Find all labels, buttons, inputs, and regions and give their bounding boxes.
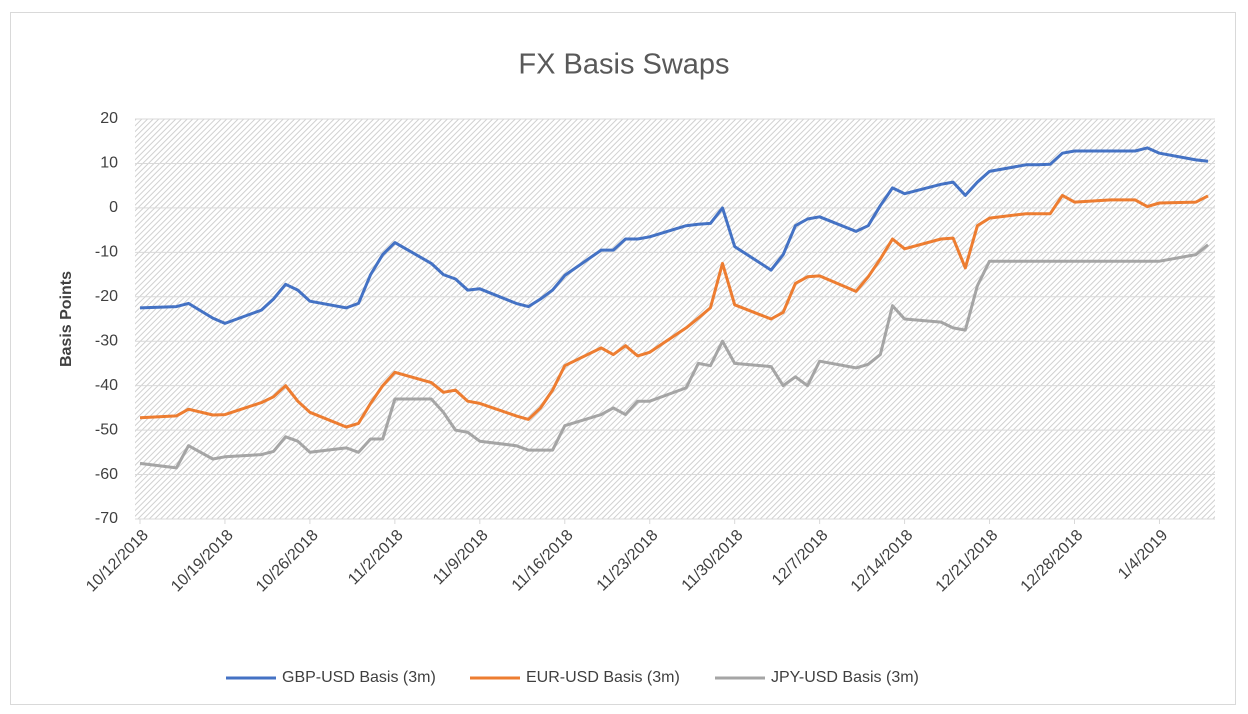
y-tick-label: 0 xyxy=(109,199,118,216)
line-series xyxy=(139,243,1209,470)
chart-title: FX Basis Swaps xyxy=(518,49,729,81)
y-tick-label: -50 xyxy=(95,421,118,438)
y-tick-label: -60 xyxy=(95,466,118,483)
y-tick-label: 10 xyxy=(100,155,118,172)
line-series xyxy=(139,146,1209,325)
y-tick-label: -40 xyxy=(95,377,118,394)
y-tick-label: -10 xyxy=(95,244,118,261)
plot-area xyxy=(135,119,1215,519)
y-tick-label: -30 xyxy=(95,332,118,349)
y-tick-label: 20 xyxy=(100,110,118,127)
legend-label: GBP-USD Basis (3m) xyxy=(282,669,436,686)
y-tick-label: -20 xyxy=(95,288,118,305)
y-axis-label: Basis Points xyxy=(58,271,75,367)
line-series xyxy=(139,193,1209,429)
y-tick-label: -70 xyxy=(95,510,118,527)
legend-label: EUR-USD Basis (3m) xyxy=(526,669,680,686)
legend-label: JPY-USD Basis (3m) xyxy=(771,669,919,686)
